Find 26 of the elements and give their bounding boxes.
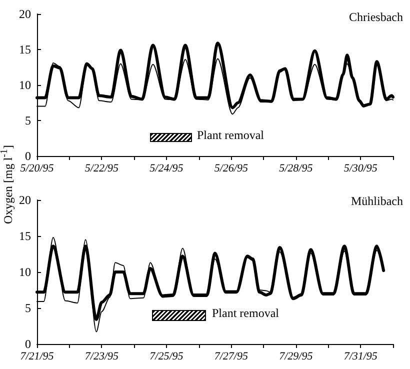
x-tick-label: 7/27/95: [214, 350, 248, 362]
x-tick-label: 5/24/95: [150, 162, 184, 174]
y-tick-label: 15: [19, 42, 31, 56]
x-tick-label: 7/25/95: [150, 350, 184, 362]
chart-title: Chriesbach: [349, 10, 403, 24]
y-tick-label: 5: [25, 301, 31, 315]
x-tick-label: 7/23/95: [84, 350, 120, 362]
x-tick-label: 7/31/95: [344, 350, 378, 362]
x-tick-label: 7/29/95: [279, 350, 314, 362]
x-tick-label: 5/22/95: [84, 162, 120, 174]
y-tick-label: 20: [19, 193, 31, 207]
chart-title: Mühlibach: [351, 194, 404, 208]
x-tick-label: 5/30/95: [344, 162, 378, 174]
y-tick-label: 5: [25, 114, 31, 128]
x-tick-label: 5/26/95: [214, 162, 248, 174]
x-tick-label: 5/28/95: [279, 162, 314, 174]
y-tick-label: 20: [19, 7, 31, 21]
annotation: Plant removal: [197, 128, 264, 143]
y-tick-label: 10: [19, 265, 31, 279]
y-tick-label: 10: [19, 78, 31, 92]
y-tick-label: 0: [25, 337, 31, 351]
y-tick-label: 15: [19, 229, 31, 243]
y-tick-label: 0: [25, 149, 31, 163]
x-tick-label: 5/20/95: [20, 162, 54, 174]
annotation: Plant removal: [212, 306, 279, 321]
x-tick-label: 7/21/95: [20, 350, 54, 362]
